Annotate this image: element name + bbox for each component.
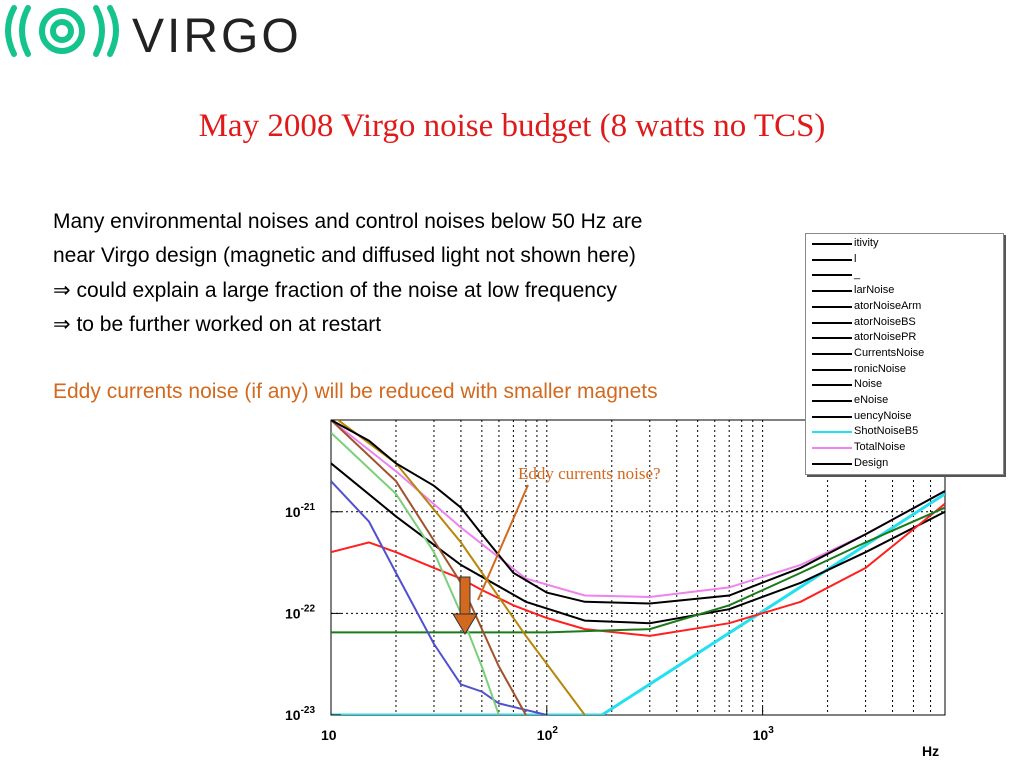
logo-text: VIRGO (132, 10, 302, 62)
y-tick-label: 10-21 (285, 502, 315, 520)
legend-label: ronicNoise (854, 362, 906, 375)
legend-label: CurrentsNoise (854, 346, 925, 359)
plot-ticks: 10 102 103 10-21 10-22 10-23 (285, 502, 774, 743)
series-line-3 (331, 502, 945, 637)
legend-item: l (806, 252, 1003, 267)
logo-arc-4 (107, 5, 119, 57)
bullet-line-4-text: to be further worked on at restart (76, 313, 382, 336)
legend-swatch (812, 400, 852, 402)
legend-item: TotalNoise (806, 440, 1003, 455)
legend-swatch (812, 274, 852, 277)
x-tick-label: 102 (537, 725, 559, 743)
logo-arc-1 (5, 5, 17, 57)
series-line-6 (331, 431, 500, 715)
legend-item: larNoise (806, 283, 1003, 298)
logo-ring-inner (50, 19, 74, 43)
logo-arc-3 (93, 5, 105, 57)
legend-swatch (812, 352, 852, 355)
x-tick-label: 103 (753, 725, 775, 743)
legend-item: ronicNoise (806, 362, 1003, 377)
plot-series (331, 420, 945, 715)
series-line-4 (331, 506, 945, 634)
series-line-8 (336, 420, 586, 715)
legend-swatch (812, 384, 852, 387)
annotation-label: Eddy currents noise? (518, 464, 661, 483)
y-tick-label: 10-22 (285, 603, 315, 621)
legend-item: Design (806, 456, 1003, 471)
virgo-logo: VIRGO (5, 5, 302, 62)
legend-label: _ (854, 268, 861, 281)
legend-item: Noise (806, 377, 1003, 392)
legend-swatch (812, 415, 852, 418)
legend-label: uencyNoise (854, 409, 912, 422)
bullet-line-1: Many environmental noises and control no… (53, 210, 643, 233)
x-tick-label: 10 (321, 727, 337, 743)
legend-label: ShotNoiseB5 (854, 425, 919, 438)
legend-label: atorNoiseBS (854, 315, 916, 328)
series-line-1 (331, 420, 945, 599)
legend: itivity l _ larNoise atorNoiseArm atorNoiseBS… (805, 233, 1004, 475)
legend-item: uencyNoise (806, 409, 1003, 424)
legend-item: CurrentsNoise (806, 346, 1003, 361)
legend-label: Noise (854, 378, 883, 391)
logo-ring (39, 8, 85, 54)
legend-label: l (854, 252, 857, 265)
legend-swatch (812, 258, 852, 261)
legend-label: atorNoiseArm (854, 299, 922, 312)
x-axis-label: Hz (922, 743, 939, 759)
legend-swatch (812, 447, 852, 450)
bullet-line-4: ⇒ to be further worked on at restart (53, 312, 381, 337)
legend-swatch (812, 431, 852, 434)
legend-label: Design (854, 456, 889, 469)
legend-swatch (812, 462, 852, 465)
legend-swatch (812, 337, 852, 340)
bullet-line-2: near Virgo design (magnetic and diffused… (53, 244, 636, 267)
series-line-9 (331, 420, 945, 605)
legend-item: atorNoiseArm (806, 299, 1003, 314)
annotation-layer: Eddy currents noise? (452, 464, 661, 635)
series-line-2 (331, 462, 945, 625)
eddy-arrow-shaft (459, 576, 471, 618)
series-line-5 (331, 480, 548, 715)
legend-swatch (812, 243, 852, 245)
legend-label: eNoise (854, 394, 889, 406)
legend-swatch (812, 290, 852, 293)
eddy-arrow-head (452, 613, 478, 635)
legend-label: atorNoisePR (854, 331, 917, 344)
bullet-line-3-text: could explain a large fraction of the no… (76, 279, 617, 302)
y-tick-label: 10-23 (285, 705, 315, 723)
legend-item: ShotNoiseB5 (806, 424, 1003, 439)
bullet-line-3: ⇒ could explain a large fraction of the … (53, 278, 617, 303)
logo-arc-2 (19, 5, 31, 57)
legend-item: atorNoisePR (806, 330, 1003, 345)
annotation-pointer (477, 484, 529, 601)
slide-title: May 2008 Virgo noise budget (8 watts no … (198, 108, 826, 144)
legend-label: TotalNoise (854, 441, 906, 454)
legend-swatch (812, 321, 852, 324)
legend-item: atorNoiseBS (806, 315, 1003, 330)
eddy-currents-statement: Eddy currents noise (if any) will be red… (53, 380, 658, 403)
legend-item: eNoise (806, 393, 1003, 408)
legend-label: larNoise (854, 284, 895, 297)
implies-arrow-icon: ⇒ (53, 279, 71, 302)
legend-swatch (812, 305, 852, 308)
legend-item: _ (806, 267, 1003, 282)
implies-arrow-icon: ⇒ (53, 313, 71, 336)
legend-item: itivity (806, 236, 1003, 251)
legend-swatch (812, 368, 852, 371)
legend-label: itivity (854, 237, 879, 249)
